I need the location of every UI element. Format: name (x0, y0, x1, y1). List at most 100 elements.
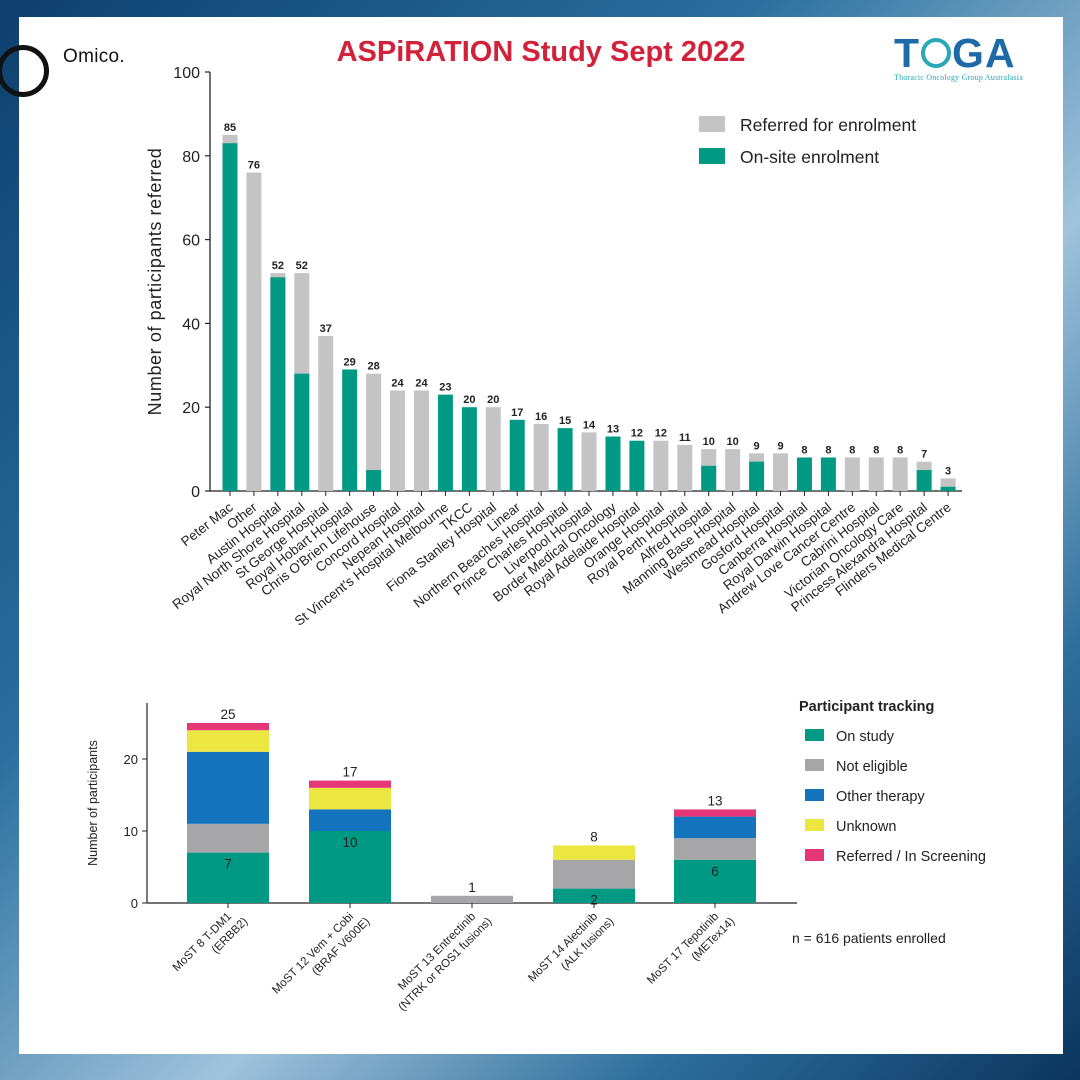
data-label: 10 (703, 436, 715, 448)
data-label: 24 (415, 377, 428, 389)
toga-letter-t: T (894, 30, 921, 76)
bar-referred (318, 335, 334, 491)
bar-onsite (342, 369, 358, 491)
bar-referred (366, 373, 382, 491)
stack-segment-other-therapy (309, 809, 391, 831)
data-label: 24 (391, 377, 404, 389)
bar-referred (677, 444, 693, 491)
bar-onsite (701, 465, 717, 491)
data-label: 16 (535, 411, 547, 423)
legend-label: Referred / In Screening (836, 849, 986, 865)
bar-onsite (366, 470, 382, 491)
y-tick-label: 40 (182, 316, 200, 333)
stack-segment-unknown (309, 787, 391, 810)
total-label: 13 (707, 793, 722, 808)
data-label: 85 (224, 122, 236, 134)
y-axis-label: Number of participants referred (145, 148, 165, 416)
stack-segment-not-eligible (553, 859, 635, 889)
bar-onsite (461, 407, 477, 491)
x-tick-label: MoST 14 Alectinib(ALK fusions) (526, 905, 616, 995)
y-tick-label: 0 (191, 484, 200, 501)
y-tick-label: 0 (131, 896, 138, 911)
inner-label: 10 (342, 835, 357, 850)
bar-onsite (749, 461, 765, 491)
bar-referred (413, 390, 429, 491)
stack-segment-not-eligible (674, 838, 756, 860)
data-label: 29 (344, 356, 356, 368)
stack-segment-other-therapy (674, 816, 756, 839)
stack-segment-not-eligible (187, 823, 269, 853)
data-label: 52 (296, 260, 308, 272)
y-axis-label: Number of participants (86, 740, 100, 866)
y-tick-label: 60 (182, 233, 200, 250)
bar-referred (390, 390, 406, 491)
bar-onsite (820, 457, 836, 491)
inner-label: 7 (224, 857, 232, 872)
data-label: 28 (367, 361, 379, 373)
data-label: 9 (777, 440, 783, 452)
y-tick-label: 80 (182, 149, 200, 166)
bar-onsite (557, 428, 573, 491)
bar-onsite (916, 470, 932, 491)
stack-segment-on-study (309, 831, 391, 903)
data-label: 14 (583, 419, 596, 431)
data-label: 76 (248, 160, 260, 172)
y-tick-label: 100 (173, 65, 200, 82)
x-tick-label: MoST 17 Tepotinib(METex14) (645, 905, 737, 997)
toga-o-icon (921, 38, 952, 69)
data-label: 23 (439, 382, 451, 394)
y-tick-label: 20 (182, 400, 200, 417)
data-label: 37 (320, 323, 332, 335)
enrolled-note: n = 616 patients enrolled (792, 930, 946, 946)
bar-onsite (222, 143, 238, 492)
data-label: 7 (921, 449, 927, 461)
data-label: 10 (727, 436, 739, 448)
data-label: 3 (945, 465, 951, 477)
stack-segment-on-study (674, 859, 756, 903)
legend-swatch (805, 759, 824, 771)
legend-label: Not eligible (836, 759, 908, 775)
legend-swatch (805, 849, 824, 861)
participant-tracking-chart: 0 10 20 Number of participants 25 7 MoST 8 T-D… (86, 699, 986, 1014)
data-label: 8 (849, 444, 855, 456)
data-label: 52 (272, 260, 284, 272)
bar-referred (725, 449, 741, 491)
page-title: ASPiRATION Study Sept 2022 (336, 36, 746, 68)
total-label: 17 (342, 765, 357, 780)
data-label: 12 (655, 428, 667, 440)
total-label: 8 (590, 829, 598, 844)
y-tick-label: 10 (124, 824, 138, 839)
x-tick-label: MoST 13 Entrectinib(NTRK or ROS1 fusions… (386, 905, 495, 1014)
legend-label: Unknown (836, 819, 896, 835)
legend-label: Other therapy (836, 789, 925, 805)
bar-onsite (940, 486, 956, 491)
bar-onsite (796, 457, 812, 491)
inner-label: 2 (590, 893, 598, 908)
data-label: 11 (679, 432, 691, 444)
referrals-bar-chart: 0 20 40 60 80 100 Number of participants refer… (145, 65, 962, 629)
stack-segment-referred-in-screening (674, 809, 756, 817)
x-tick-label: MoST 8 T-DM1(ERBB2) (171, 905, 251, 985)
data-label: 20 (463, 394, 475, 406)
total-label: 25 (220, 707, 235, 722)
bar-referred (533, 423, 549, 491)
bar-referred (653, 440, 669, 491)
x-tick-label: MoST 12 Vem + Cobi(BRAF V600E) (270, 905, 372, 1007)
data-label: 17 (511, 407, 523, 419)
stack-segment-unknown (187, 730, 269, 752)
data-label: 20 (487, 394, 499, 406)
toga-subtitle: Thoracic Oncology Group Australasia (894, 73, 1023, 82)
bar-referred (246, 172, 262, 491)
stack-segment-referred-in-screening (309, 780, 391, 788)
data-label: 8 (873, 444, 879, 456)
inner-label: 6 (711, 864, 719, 879)
bar-onsite (437, 394, 453, 491)
bar-referred (581, 432, 597, 491)
data-label: 13 (607, 424, 619, 436)
legend-swatch (805, 819, 824, 831)
legend-swatch (805, 789, 824, 801)
bar-referred (892, 457, 908, 491)
stack-segment-referred-in-screening (187, 723, 269, 731)
bar-referred (868, 457, 884, 491)
bar-onsite (509, 419, 525, 491)
